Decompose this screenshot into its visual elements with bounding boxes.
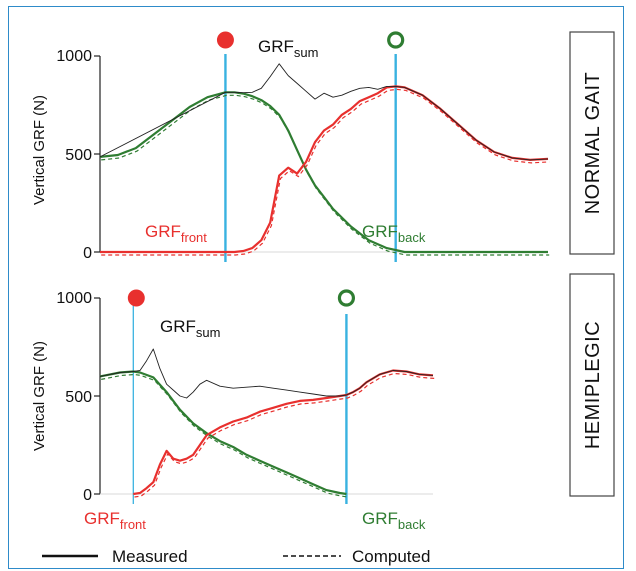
y-tick-top-0: 0 (83, 245, 92, 262)
y-tick-bottom-500: 500 (65, 389, 92, 406)
annotation-grf-back: GRFback (362, 509, 426, 532)
annotation-grf-front: GRFfront (145, 222, 207, 245)
series-back-computed (101, 373, 348, 498)
annotation-grf-sum: GRFsum (160, 317, 220, 340)
annotation-main: GRF (145, 222, 181, 241)
legend-computed-label: Computed (352, 547, 430, 566)
series-back-measured (99, 91, 548, 254)
y-tick-top-500: 500 (65, 147, 92, 164)
series-front-measured (133, 369, 434, 496)
toe-off-marker (387, 31, 405, 49)
y-tick-bottom-0: 0 (83, 487, 92, 504)
toe-off-marker (337, 289, 356, 307)
annotation-subscript: back (398, 517, 426, 532)
panel-label-normal-gait: NORMAL GAIT (582, 72, 604, 215)
heel-strike-marker (216, 31, 234, 49)
annotation-subscript: sum (294, 45, 319, 60)
y-axis-label-bottom: Vertical GRF (N) (31, 341, 48, 451)
annotation-main: GRF (362, 222, 398, 241)
series-front-computed (134, 372, 435, 498)
panel-label-hemiplegic: HEMIPLEGIC (582, 321, 604, 449)
annotation-grf-sum: GRFsum (258, 37, 318, 60)
annotation-grf-front: GRFfront (84, 509, 146, 532)
y-tick-bottom-1000: 1000 (56, 290, 92, 307)
annotation-grf-back: GRFback (362, 222, 426, 245)
y-axis-label-top: Vertical GRF (N) (31, 95, 48, 205)
legend-measured-label: Measured (112, 547, 188, 566)
panel-label-box-top (569, 31, 615, 255)
annotation-main: GRF (258, 37, 294, 56)
annotation-subscript: front (120, 517, 146, 532)
series-sum-measured (99, 348, 434, 399)
figure-frame (8, 6, 624, 569)
series-front-computed (101, 88, 550, 256)
heel-strike-marker (127, 289, 145, 307)
annotation-main: GRF (160, 317, 196, 336)
annotation-main: GRF (362, 509, 398, 528)
annotation-subscript: front (181, 230, 207, 245)
annotation-subscript: back (398, 230, 426, 245)
series-back-measured (99, 370, 347, 496)
y-tick-top-1000: 1000 (56, 48, 92, 65)
series-sum-measured (99, 63, 549, 161)
panel-label-box-bottom (569, 273, 615, 497)
annotation-main: GRF (84, 509, 120, 528)
annotation-subscript: sum (196, 325, 221, 340)
